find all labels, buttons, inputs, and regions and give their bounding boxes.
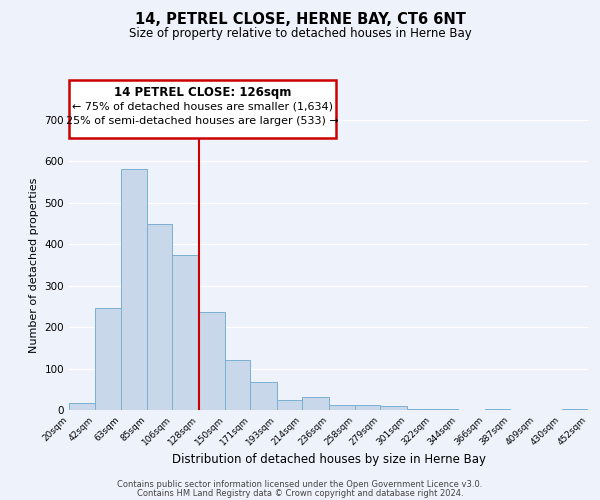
Bar bbox=[199, 312, 225, 410]
Bar bbox=[69, 402, 95, 410]
Text: 25% of semi-detached houses are larger (533) →: 25% of semi-detached houses are larger (… bbox=[66, 116, 339, 126]
Text: Contains public sector information licensed under the Open Government Licence v3: Contains public sector information licen… bbox=[118, 480, 482, 489]
Bar bbox=[485, 409, 510, 410]
Bar bbox=[380, 406, 407, 410]
Text: 14 PETREL CLOSE: 126sqm: 14 PETREL CLOSE: 126sqm bbox=[114, 86, 291, 99]
Bar bbox=[329, 405, 355, 410]
Bar bbox=[355, 404, 380, 410]
Text: Size of property relative to detached houses in Herne Bay: Size of property relative to detached ho… bbox=[128, 28, 472, 40]
Bar bbox=[562, 409, 588, 410]
Bar bbox=[277, 400, 302, 410]
Bar bbox=[302, 397, 329, 410]
Bar bbox=[121, 169, 147, 410]
Bar bbox=[407, 409, 432, 410]
Bar bbox=[95, 308, 121, 410]
X-axis label: Distribution of detached houses by size in Herne Bay: Distribution of detached houses by size … bbox=[172, 452, 485, 466]
Bar bbox=[432, 409, 458, 410]
Text: 14, PETREL CLOSE, HERNE BAY, CT6 6NT: 14, PETREL CLOSE, HERNE BAY, CT6 6NT bbox=[134, 12, 466, 28]
Bar bbox=[172, 254, 199, 410]
Bar bbox=[225, 360, 250, 410]
Bar bbox=[250, 382, 277, 410]
Text: ← 75% of detached houses are smaller (1,634): ← 75% of detached houses are smaller (1,… bbox=[72, 101, 333, 111]
Y-axis label: Number of detached properties: Number of detached properties bbox=[29, 178, 39, 352]
Text: Contains HM Land Registry data © Crown copyright and database right 2024.: Contains HM Land Registry data © Crown c… bbox=[137, 488, 463, 498]
Bar bbox=[147, 224, 172, 410]
